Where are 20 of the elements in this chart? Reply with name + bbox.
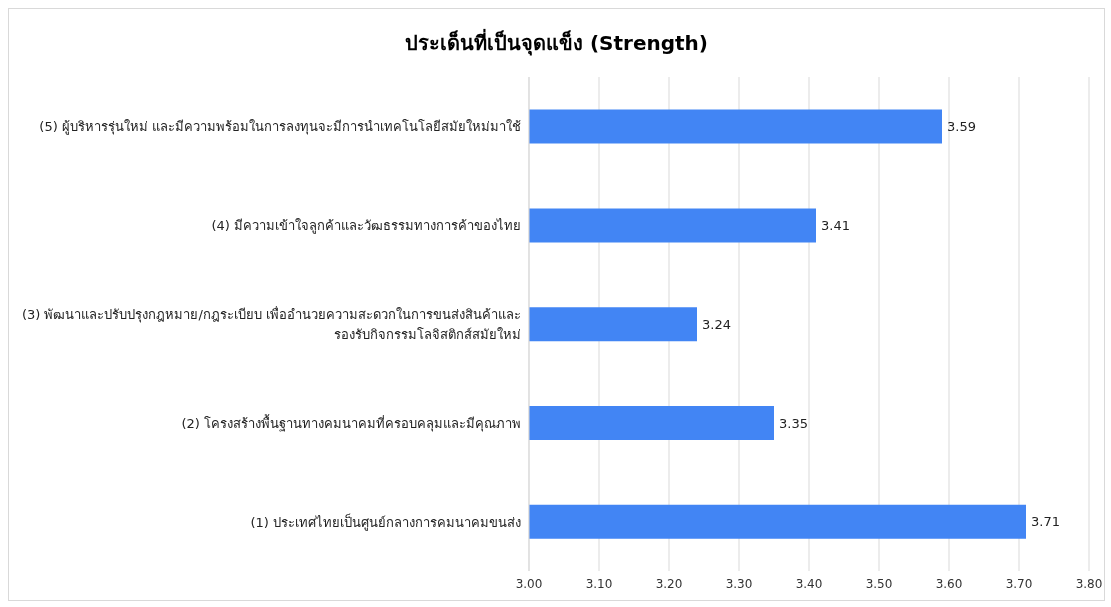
y-tick-label: (4) มีความเข้าใจลูกค้าและวัฒธรรมทางการค้าของไทย <box>211 217 521 234</box>
x-tick-label: 3.60 <box>935 576 963 591</box>
y-tick-label: (2) โครงสร้างพื้นฐานทางคมนาคมที่ครอบคลุมและมีคุณภาพ <box>181 413 521 432</box>
x-tick-label: 3.00 <box>515 576 543 591</box>
x-tick-label: 3.40 <box>795 576 823 591</box>
data-label: 3.59 <box>947 119 976 135</box>
x-tick-label: 3.70 <box>1005 576 1033 591</box>
x-tick-label: 3.80 <box>1075 576 1103 591</box>
y-tick-label: (5) ผู้บริหารรุ่นใหม่ และมีความพร้อมในการลงทุนจะมีการนำเทคโนโลยีสมัยใหม่มาใช้ <box>39 118 521 135</box>
data-label: 3.41 <box>821 218 850 234</box>
data-label: 3.35 <box>779 415 808 431</box>
x-tick-label: 3.20 <box>655 576 683 591</box>
y-tick-label: (3) พัฒนาและปรับปรุงกฎหมาย/กฎระเบียบ เพื่ออำนวยความสะดวกในการขนส่งสินค้าและ รองรับกิจกรรมโลจิสติกส์สมัยใหม่ <box>21 305 521 342</box>
data-label: 3.71 <box>1031 514 1060 530</box>
chart-title: ประเด็นที่เป็นจุดแข็ง (Strength) <box>404 28 709 58</box>
data-label: 3.24 <box>702 316 731 332</box>
y-tick-label: (1) ประเทศไทยเป็นศูนย์กลางการคมนาคมขนส่ง <box>250 512 521 531</box>
x-tick-label: 3.10 <box>585 576 613 591</box>
x-tick-label: 3.30 <box>725 576 753 591</box>
x-tick-label: 3.50 <box>865 576 893 591</box>
